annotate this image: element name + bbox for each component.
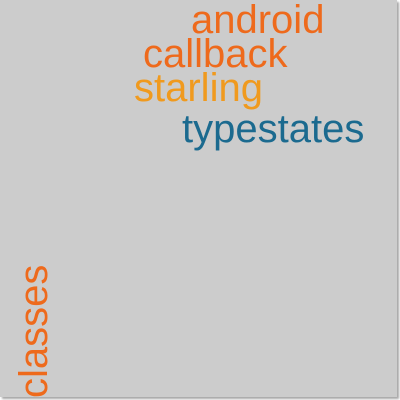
word-android: android (191, 0, 325, 42)
word-classes: classes (12, 264, 56, 397)
word-callback: callback (143, 32, 288, 76)
word-typestates: typestates (182, 107, 365, 151)
word-starling: starling (134, 66, 263, 110)
